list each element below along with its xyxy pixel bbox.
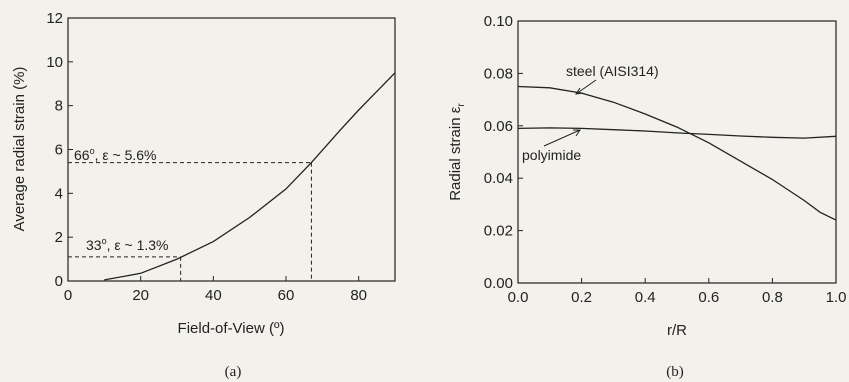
steel-arrowhead: [574, 87, 584, 95]
x-axis-label-b: r/R: [667, 322, 687, 339]
caption-a: (a): [225, 364, 242, 380]
x-tick-label: 20: [132, 287, 149, 304]
y-axis-ticks-b: 0.00 0.02 0.04 0.06 0.08 0.10: [484, 13, 523, 292]
polyimide-arrowhead: [573, 129, 581, 137]
y-tick-label: 0.10: [484, 13, 513, 30]
y-tick-label: 0.06: [484, 118, 513, 135]
y-tick-label: 10: [46, 54, 63, 71]
polyimide-arrow: [543, 129, 581, 147]
x-axis-ticks-a: 0 20 40 60 80: [64, 276, 367, 304]
x-tick-label: 0.0: [508, 289, 529, 306]
x-axis-label-a: Field-of-View (º): [178, 320, 285, 337]
polyimide-label: polyimide: [522, 147, 581, 163]
y-tick-label: 0.00: [484, 275, 513, 292]
x-tick-label: 60: [278, 287, 295, 304]
caption-b: (b): [666, 364, 684, 380]
x-tick-label: 0.6: [698, 289, 719, 306]
guide-lines-a: [68, 162, 312, 281]
x-tick-label: 80: [350, 287, 367, 304]
y-tick-label: 0.04: [484, 170, 513, 187]
plot-frame-b: [517, 20, 837, 284]
y-tick-label: 12: [46, 10, 63, 27]
y-tick-label: 0.02: [484, 223, 513, 240]
y-tick-label: 6: [55, 142, 63, 159]
steel-label: steel (AISI314): [566, 63, 659, 79]
x-axis-ticks-b: 0.0 0.2 0.4 0.6 0.8 1.0: [508, 278, 847, 306]
panel-a: 0 20 40 60 80 0 2 4 6 8 10 12 66o, ε ~ 5.6% 33o, ε…: [11, 10, 396, 380]
polyimide-curve: [517, 127, 837, 139]
x-tick-label: 0.8: [762, 289, 783, 306]
panel-b: 0.0 0.2 0.4 0.6 0.8 1.0 0.000.020.040.060.080…: [447, 13, 846, 380]
y-tick-label: 2: [55, 229, 63, 246]
x-tick-label: 0.2: [571, 289, 592, 306]
annotation-66: 66o, ε ~ 5.6%: [74, 146, 156, 163]
y-tick-label: 8: [55, 98, 63, 115]
strain-curve: [104, 72, 396, 281]
steel-arrow: [575, 79, 597, 95]
x-tick-label: 40: [205, 287, 222, 304]
annotation-33: 33o, ε ~ 1.3%: [86, 236, 168, 253]
x-tick-label: 1.0: [826, 289, 847, 306]
y-axis-ticks-a: 0 2 4 6 8 10 12: [46, 10, 73, 290]
y-tick-label: 4: [55, 185, 63, 202]
x-tick-label: 0.4: [635, 289, 656, 306]
y-axis-label-a: Average radial strain (%): [11, 67, 28, 232]
x-tick-label: 0: [64, 287, 72, 304]
y-tick-label: 0.08: [484, 65, 513, 82]
steel-curve: [517, 85, 837, 221]
y-tick-label: 0: [55, 273, 63, 290]
y-axis-label-b: Radial strain εr: [447, 103, 467, 201]
